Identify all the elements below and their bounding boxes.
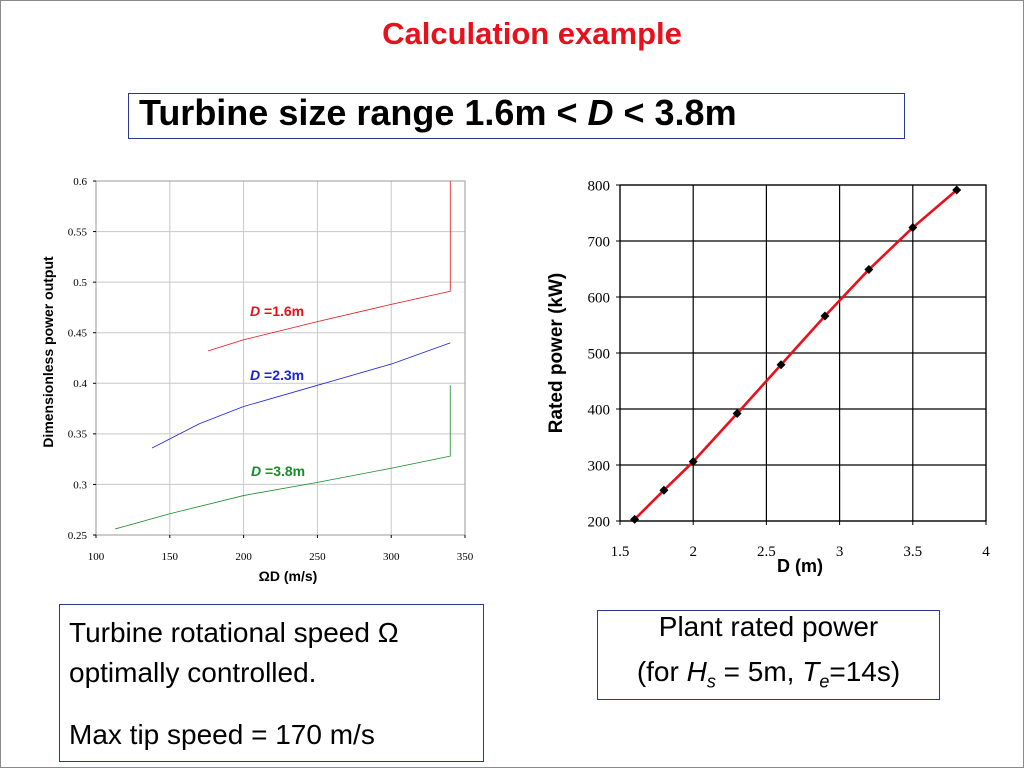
open-paren-text: (for — [636, 656, 687, 687]
size-range-text: Turbine size range 1.6m < D < 3.8m — [139, 92, 737, 134]
series-label-2: D =3.8m — [251, 463, 305, 479]
slide-title: Calculation example — [382, 16, 682, 51]
left-chart-y-axis-label: Dimensionless power output — [40, 256, 56, 448]
y-tick-label: 0.3 — [73, 479, 87, 491]
series-line-0 — [208, 181, 451, 352]
hs-symbol: H — [686, 656, 707, 687]
y-tick-label: 200 — [588, 514, 611, 530]
range-suffix: < 3.8m — [613, 92, 737, 133]
range-prefix: Turbine size range 1.6m < — [139, 92, 588, 133]
series-label-var: D — [250, 303, 260, 319]
series-line-0 — [633, 189, 958, 521]
y-tick-label: 0.35 — [68, 429, 88, 441]
right-chart-y-axis-label: Rated power (kW) — [546, 272, 567, 434]
y-tick-label: 0.4 — [73, 378, 87, 390]
plant-rated-power-note: Plant rated power (for Hs = 5m, Te=14s) — [597, 610, 940, 700]
x-tick-label: 3 — [836, 544, 844, 560]
data-point-marker — [659, 485, 669, 495]
rotational-speed-note: Turbine rotational speed Ω optimally con… — [59, 604, 484, 762]
x-tick-label: 3.5 — [903, 544, 922, 560]
range-var: D — [587, 92, 614, 133]
power-note-line-1: Plant rated power — [658, 611, 879, 642]
note-line-2: optimally controlled. — [69, 657, 317, 688]
x-tick-label: 2.5 — [757, 544, 776, 560]
left-chart-x-axis-label: ΩD (m/s) — [258, 568, 318, 584]
data-point-marker — [688, 457, 698, 467]
series-label-value: =2.3m — [260, 367, 304, 383]
x-tick-label: 1.5 — [611, 544, 630, 560]
right-chart-x-axis-label: D (m) — [777, 556, 823, 576]
series-label-value: =1.6m — [260, 303, 304, 319]
y-tick-label: 0.45 — [68, 328, 88, 340]
te-subscript: e — [819, 671, 830, 692]
x-tick-label: 350 — [457, 551, 474, 563]
y-tick-label: 0.55 — [68, 226, 88, 238]
y-tick-label: 800 — [588, 178, 611, 194]
size-range-box: Turbine size range 1.6m < D < 3.8m — [128, 92, 905, 139]
x-tick-label: 300 — [383, 551, 400, 563]
y-tick-label: 0.6 — [73, 176, 87, 188]
x-tick-label: 200 — [235, 551, 252, 563]
x-tick-label: 4 — [982, 544, 990, 560]
y-tick-label: 700 — [588, 234, 611, 250]
te-symbol: T — [802, 656, 820, 687]
series-label-var: D — [250, 367, 260, 383]
y-tick-label: 300 — [588, 458, 611, 474]
y-tick-label: 0.5 — [73, 277, 87, 289]
x-tick-label: 100 — [88, 551, 105, 563]
series-line-1 — [151, 342, 451, 449]
y-tick-label: 600 — [588, 290, 611, 306]
data-point-marker — [908, 223, 918, 233]
hs-subscript: s — [706, 671, 716, 692]
hs-value: = 5m, — [715, 656, 803, 687]
y-tick-label: 0.25 — [68, 530, 88, 542]
rated-power-chart: 1.5 2 2.5 3 3.5 4 200 300 400 500 600 700 800 — [588, 178, 991, 560]
data-point-marker — [864, 265, 874, 275]
data-point-marker — [820, 311, 830, 321]
y-tick-label: 500 — [588, 346, 611, 362]
data-point-marker — [732, 408, 742, 418]
note-line-1: Turbine rotational speed Ω — [69, 617, 399, 648]
series-line-2 — [115, 385, 451, 530]
series-label-0: D =1.6m — [250, 303, 304, 319]
series-label-value: =3.8m — [261, 463, 305, 479]
y-tick-label: 400 — [588, 402, 611, 418]
data-point-marker — [630, 514, 640, 524]
series-label-1: D =2.3m — [250, 367, 304, 383]
series-label-var: D — [251, 463, 261, 479]
plot-area — [95, 180, 466, 536]
note-line-3: Max tip speed = 170 m/s — [69, 719, 375, 750]
x-tick-label: 250 — [309, 551, 326, 563]
data-point-marker — [776, 360, 786, 370]
te-value: =14s) — [829, 656, 901, 687]
x-tick-label: 2 — [689, 544, 697, 560]
power-note-line-2: (for Hs = 5m, Te=14s) — [598, 656, 939, 693]
data-point-marker — [952, 185, 962, 195]
dimensionless-power-chart: 100 150 200 250 300 350 0.25 0.3 0.35 0.4 0.45 0.5 0… — [68, 176, 474, 563]
x-tick-label: 150 — [162, 551, 179, 563]
